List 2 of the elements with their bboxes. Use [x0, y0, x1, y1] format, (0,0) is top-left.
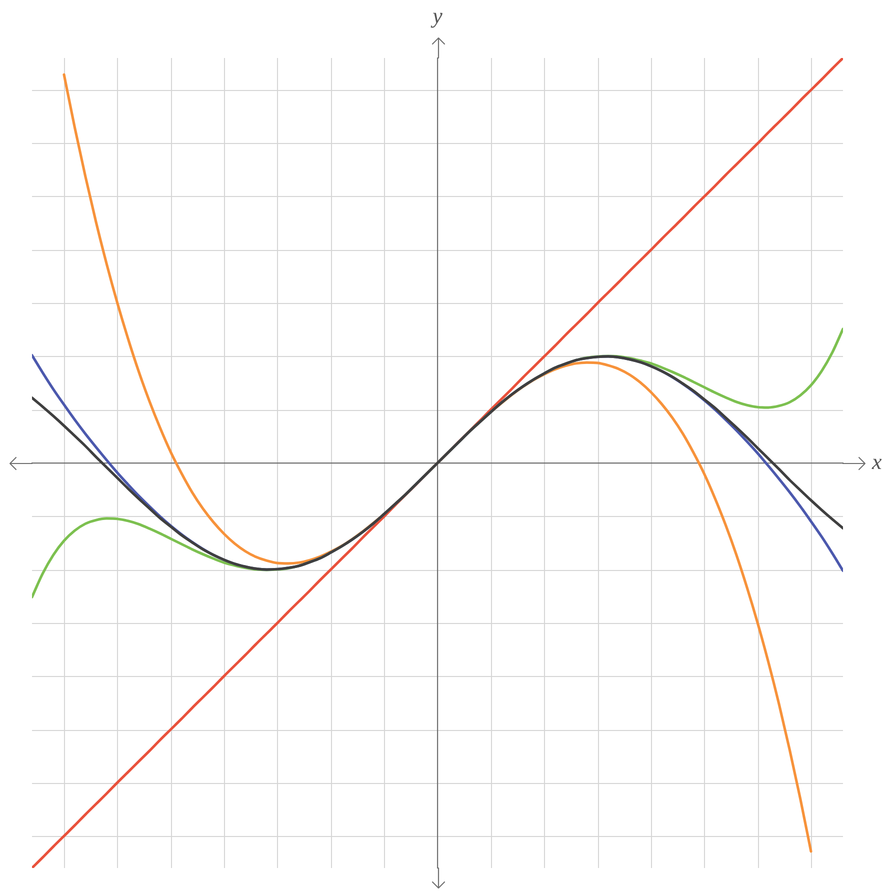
x-axis-title: x — [871, 448, 882, 474]
y-axis-title: y — [430, 2, 443, 28]
